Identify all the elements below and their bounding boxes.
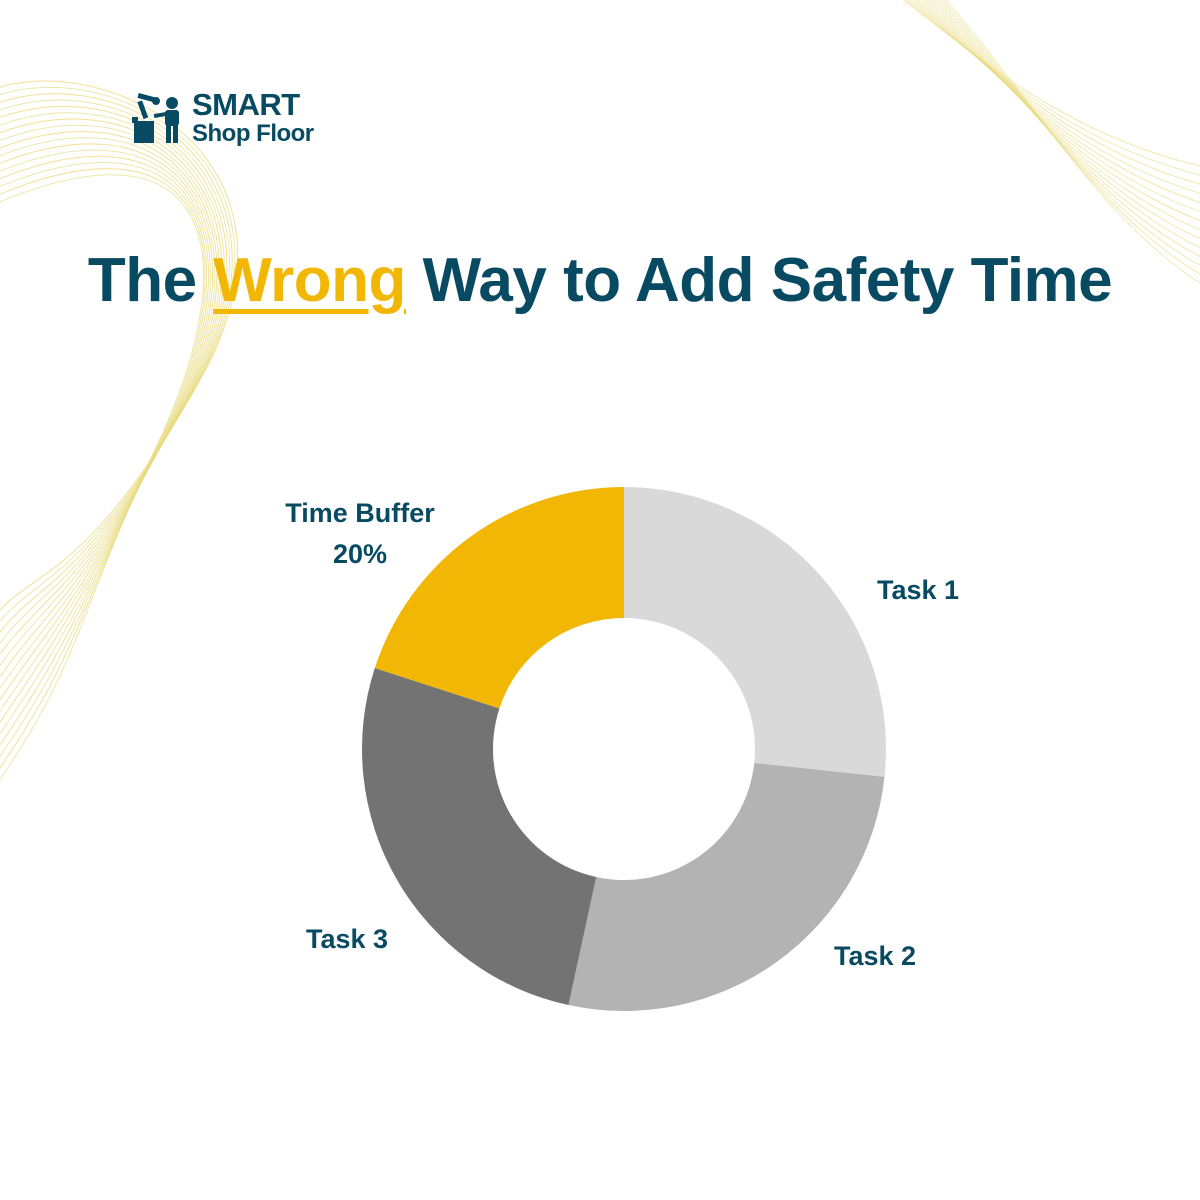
slice-label-time-buffer: Time Buffer [285, 498, 435, 528]
wave-line-left [0, 93, 233, 633]
wave-line-right [902, 0, 1200, 167]
page-title: The Wrong Way to Add Safety Time [0, 244, 1200, 318]
wave-line-left [0, 80, 239, 612]
title-prefix: The [87, 246, 214, 315]
wave-line-left [0, 105, 228, 656]
wave-line-left [0, 137, 216, 712]
wave-line-right [931, 0, 1200, 249]
slice-time-buffer [374, 487, 624, 709]
wave-line-right [938, 0, 1200, 266]
wave-line-right [934, 0, 1200, 257]
title-highlight: Wrong [213, 246, 406, 315]
slice-label-task-1: Task 1 [877, 575, 959, 605]
wave-line-left [0, 143, 214, 724]
brand-subtitle: Shop Floor [192, 120, 314, 147]
wave-line-left [0, 168, 206, 769]
wave-line-right [911, 0, 1200, 194]
title-suffix: Way to Add Safety Time [405, 246, 1113, 315]
wave-line-right [927, 0, 1200, 240]
brand-logo: SMART Shop Floor [132, 88, 332, 150]
slice-label-task-3: Task 3 [306, 924, 388, 954]
wave-line-right [921, 0, 1200, 222]
wave-line-left [0, 118, 223, 678]
wave-line-left [0, 99, 230, 644]
wave-line-left [0, 174, 204, 781]
wave-line-left [0, 124, 220, 689]
wave-line-left [0, 162, 208, 758]
wave-line-left [0, 112, 225, 667]
wave-line-right [944, 0, 1200, 284]
wave-line-right [905, 0, 1200, 176]
wave-line-left [0, 87, 236, 622]
slice-task-3 [361, 668, 597, 1006]
wave-line-left [0, 131, 218, 701]
wave-line-left [0, 149, 211, 735]
factory-worker-icon [132, 92, 179, 143]
brand-name: SMART [192, 87, 300, 122]
slice-label-task-2: Task 2 [834, 941, 916, 971]
slice-task-2 [568, 762, 885, 1011]
wave-line-right [924, 0, 1200, 231]
slice-value-time-buffer: 20% [333, 539, 387, 569]
wave-line-right [918, 0, 1200, 213]
wave-line-right [914, 0, 1200, 203]
slice-task-1 [624, 487, 887, 777]
wave-line-right [908, 0, 1200, 185]
wave-line-left [0, 156, 209, 747]
